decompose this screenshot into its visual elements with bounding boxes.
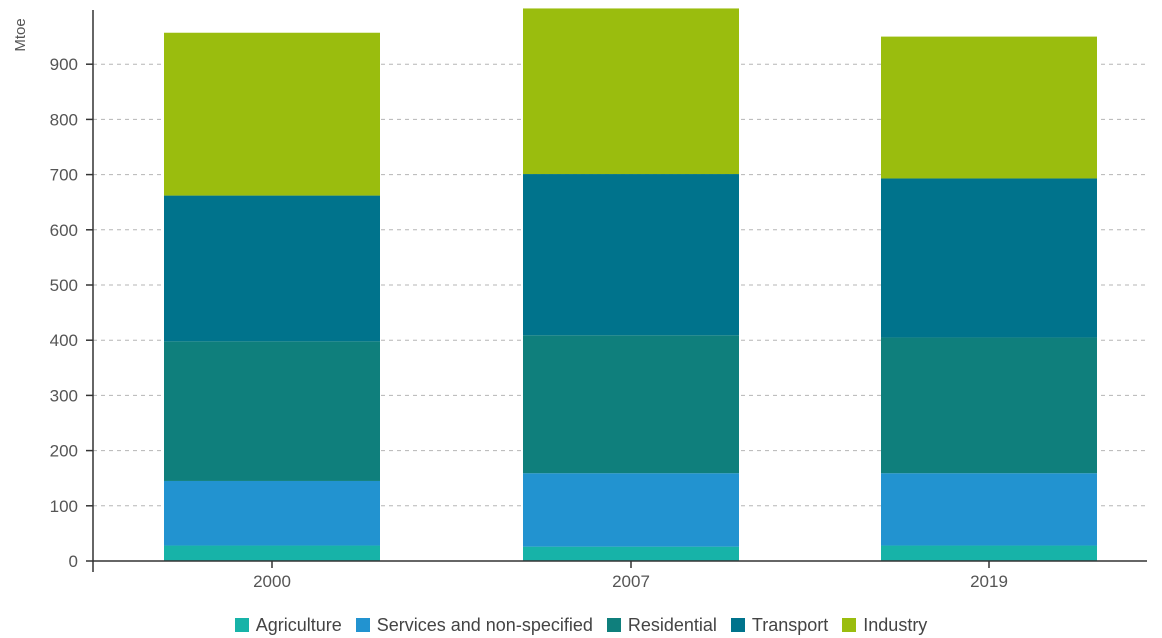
bar-segment-residential xyxy=(164,341,380,481)
y-tick-label: 800 xyxy=(50,110,78,129)
y-tick-labels: 0 100 200 300 400 500 600 700 800 900 xyxy=(50,55,78,571)
bar-segment-industry xyxy=(523,8,739,175)
bar-segment-industry xyxy=(881,36,1097,179)
legend-swatch xyxy=(730,618,745,632)
y-tick-label: 0 xyxy=(69,552,78,571)
bar-segment-residential xyxy=(881,337,1097,474)
y-tick-label: 600 xyxy=(50,221,78,240)
bar-segment-agriculture xyxy=(881,545,1097,561)
bar-segment-industry xyxy=(164,32,380,196)
legend-item: Transport xyxy=(730,614,829,636)
legend-label: Transport xyxy=(751,614,829,635)
y-tick-label: 500 xyxy=(50,276,78,295)
legend: Agriculture Services and non-specified Res… xyxy=(0,612,1162,638)
bar-segment-services-and-non-specified xyxy=(164,480,380,546)
axes xyxy=(92,10,1147,572)
stacked-bar-chart: 0 100 200 300 400 500 600 700 800 900 2000 2007 201… xyxy=(12,8,1147,591)
x-tick-label: 2019 xyxy=(970,572,1008,591)
legend-item: Services and non-specified xyxy=(355,614,593,636)
y-tick-label: 100 xyxy=(50,497,78,516)
legend-label: Services and non-specified xyxy=(376,614,593,635)
x-tick-label: 2007 xyxy=(612,572,650,591)
legend-item: Agriculture xyxy=(234,614,342,636)
y-tick-label: 200 xyxy=(50,442,78,461)
y-tick-label: 300 xyxy=(50,386,78,405)
legend-swatch xyxy=(355,618,370,632)
legend-item: Residential xyxy=(606,614,717,636)
legend-swatch xyxy=(842,618,857,632)
legend-label: Industry xyxy=(863,614,928,635)
y-tick-label: 400 xyxy=(50,331,78,350)
y-axis-title: Mtoe xyxy=(12,18,29,51)
legend-swatch xyxy=(606,618,621,632)
legend-label: Residential xyxy=(627,614,717,635)
bar-segment-transport xyxy=(164,195,380,342)
bar-segment-services-and-non-specified xyxy=(523,473,739,547)
x-tick-labels: 2000 2007 2019 xyxy=(253,561,1008,591)
bar-segment-agriculture xyxy=(523,546,739,561)
bars xyxy=(164,8,1097,561)
y-tick-label: 700 xyxy=(50,166,78,185)
x-tick-label: 2000 xyxy=(253,572,291,591)
legend-label: Agriculture xyxy=(255,614,342,635)
gridlines xyxy=(86,63,1147,562)
bar-segment-transport xyxy=(523,174,739,336)
legend-swatch xyxy=(234,618,249,632)
bar-segment-residential xyxy=(523,335,739,474)
bar-segment-services-and-non-specified xyxy=(881,473,1097,546)
y-tick-label: 900 xyxy=(50,55,78,74)
legend-item: Industry xyxy=(842,615,927,636)
bar-segment-agriculture xyxy=(164,545,380,561)
bar-segment-transport xyxy=(881,178,1097,338)
